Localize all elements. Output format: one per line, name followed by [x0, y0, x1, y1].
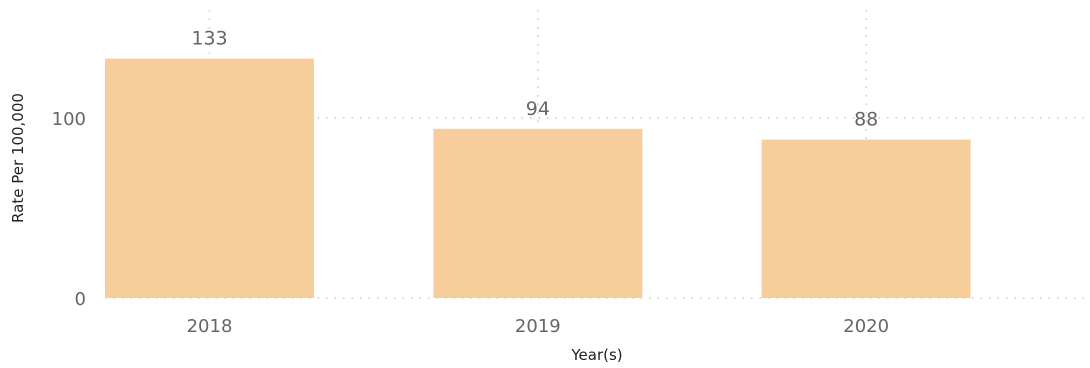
bar-2018: [105, 58, 314, 298]
x-tick-label-2018: 2018: [187, 316, 233, 337]
x-axis-ticks: 2018 2019 2020: [187, 316, 889, 337]
x-axis-title: Year(s): [570, 346, 622, 364]
data-label-2020: 88: [854, 109, 878, 131]
x-tick-label-2019: 2019: [515, 316, 561, 337]
x-tick-label-2020: 2020: [843, 316, 889, 337]
bar-2020: [761, 139, 971, 298]
y-tick-label: 100: [52, 109, 86, 130]
data-labels: 133 94 88: [191, 28, 878, 131]
y-axis-ticks: 0 100: [52, 109, 86, 310]
y-tick-label: 0: [75, 289, 86, 310]
data-label-2018: 133: [191, 28, 227, 50]
bars: [105, 58, 971, 298]
bar-2019: [433, 128, 643, 298]
data-label-2019: 94: [526, 98, 550, 120]
y-axis-title: Rate Per 100,000: [9, 93, 27, 223]
